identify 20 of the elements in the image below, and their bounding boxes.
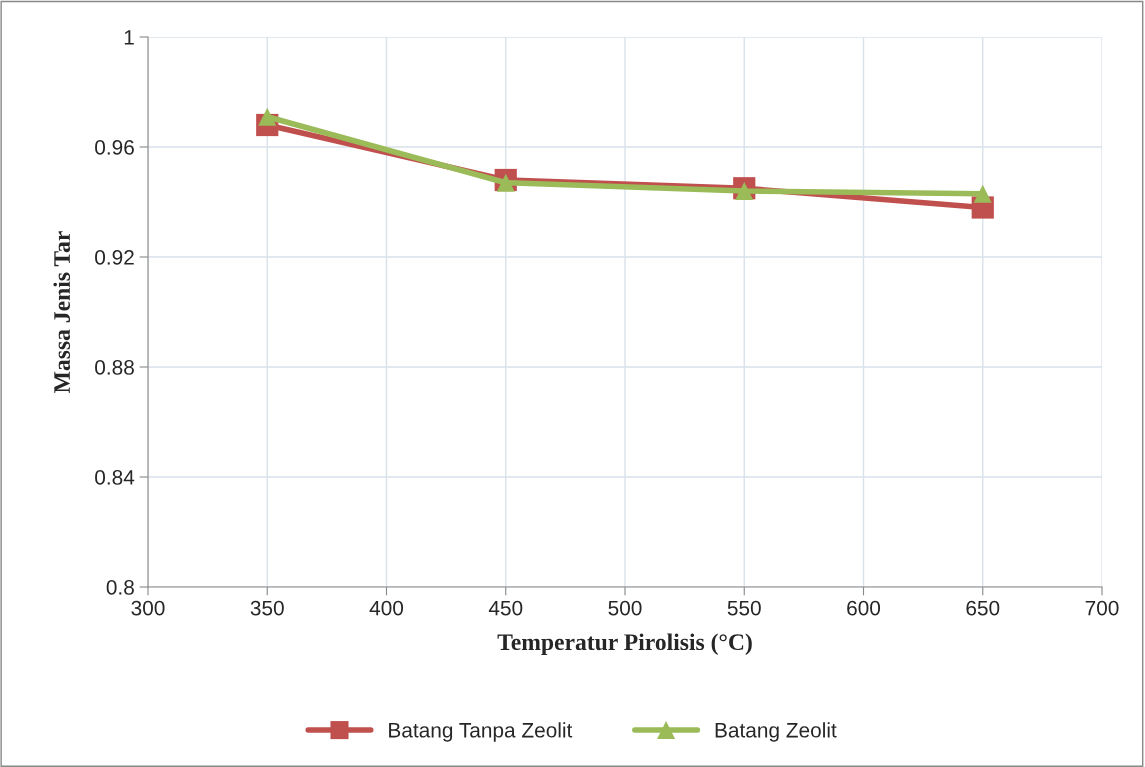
x-tick-label: 400 [369, 600, 404, 616]
y-tick-label: 0.88 [95, 360, 134, 375]
y-axis-title: Massa Jenis Tar [53, 231, 71, 393]
legend-label: Batang Zeolit [715, 722, 837, 742]
x-tick-label: 500 [608, 600, 642, 616]
x-tick-label: 700 [1085, 600, 1119, 616]
x-tick-label: 550 [727, 600, 761, 616]
y-tick-label: 0.96 [95, 140, 134, 155]
x-tick-label: 350 [250, 600, 284, 616]
y-tick-label: 0.92 [95, 250, 134, 265]
x-tick-label: 600 [847, 600, 881, 616]
x-tick-label: 450 [488, 600, 523, 616]
x-axis-title: Temperatur Pirolisis (°C) [497, 633, 752, 655]
y-tick-label: 1 [124, 30, 134, 45]
point [973, 184, 992, 203]
x-tick-label: 300 [131, 600, 165, 616]
legend-label: Batang Tanpa Zeolit [389, 722, 573, 742]
x-tick-label: 650 [966, 600, 1000, 616]
y-tick-label: 0.84 [95, 470, 135, 485]
y-tick-label: 0.8 [106, 580, 134, 595]
